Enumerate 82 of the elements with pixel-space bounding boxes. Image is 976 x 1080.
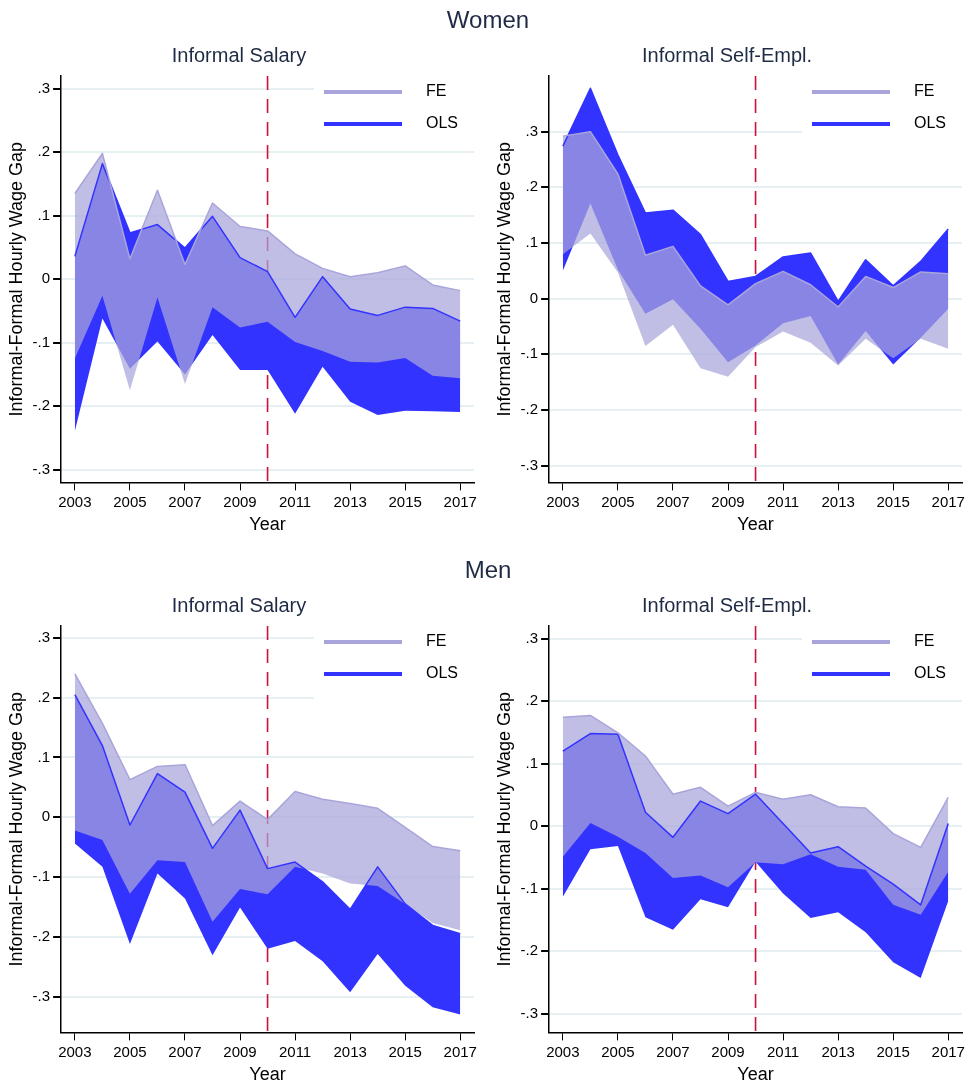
y-tick-label: .2 bbox=[37, 142, 51, 160]
y-tick-label: -.2 bbox=[520, 941, 539, 959]
y-tick-label: .3 bbox=[37, 78, 51, 96]
x-axis-title: Year bbox=[737, 514, 774, 535]
y-tick-label: .3 bbox=[525, 628, 539, 646]
x-tick-label: 2003 bbox=[58, 1042, 92, 1060]
y-tick-label: -.2 bbox=[32, 926, 51, 944]
x-tick-label: 2017 bbox=[443, 1042, 477, 1060]
chart-title: Informal Self-Empl. bbox=[641, 43, 813, 66]
y-tick-label: .2 bbox=[525, 177, 539, 195]
x-tick-label: 2009 bbox=[711, 1042, 745, 1060]
y-tick-label: .3 bbox=[525, 121, 539, 139]
x-tick-label: 2007 bbox=[168, 492, 202, 510]
y-tick-label: 0 bbox=[41, 807, 51, 825]
y-tick-label: .1 bbox=[525, 233, 539, 251]
y-tick-label: .3 bbox=[37, 628, 51, 646]
y-tick-label: -.2 bbox=[32, 396, 51, 414]
legend-label: FE bbox=[914, 82, 935, 100]
legend-label: OLS bbox=[914, 114, 947, 132]
x-tick-label: 2011 bbox=[278, 1042, 312, 1060]
x-tick-label: 2015 bbox=[388, 492, 422, 510]
y-tick-label: .1 bbox=[525, 753, 539, 771]
y-tick-label: -.3 bbox=[520, 1003, 539, 1021]
x-tick-label: 2017 bbox=[931, 492, 965, 510]
legend-label: FE bbox=[426, 82, 447, 100]
x-tick-label: 2013 bbox=[821, 1042, 855, 1060]
y-tick-label: -.1 bbox=[520, 344, 539, 362]
x-tick-label: 2015 bbox=[876, 1042, 910, 1060]
x-tick-label: 2015 bbox=[876, 492, 910, 510]
x-tick-label: 2007 bbox=[656, 1042, 690, 1060]
x-tick-label: 2011 bbox=[278, 492, 312, 510]
y-tick-label: -.1 bbox=[32, 332, 51, 350]
y-axis-title: Informal-Formal Hourly Wage Gap bbox=[5, 691, 26, 967]
y-tick-label: 0 bbox=[41, 269, 51, 287]
legend-label: OLS bbox=[426, 664, 459, 682]
x-axis-title: Year bbox=[249, 514, 286, 535]
x-tick-label: 2007 bbox=[656, 492, 690, 510]
y-tick-label: .1 bbox=[37, 747, 51, 765]
y-tick-label: .2 bbox=[525, 691, 539, 709]
x-tick-label: 2011 bbox=[766, 492, 800, 510]
x-tick-label: 2005 bbox=[113, 492, 147, 510]
y-tick-label: -.3 bbox=[32, 459, 51, 477]
x-tick-label: 2017 bbox=[443, 492, 477, 510]
x-tick-label: 2011 bbox=[766, 1042, 800, 1060]
x-tick-label: 2013 bbox=[333, 492, 367, 510]
x-tick-label: 2009 bbox=[223, 1042, 257, 1060]
x-tick-label: 2007 bbox=[168, 1042, 202, 1060]
y-tick-label: -.3 bbox=[32, 986, 51, 1004]
y-tick-label: 0 bbox=[529, 816, 539, 834]
x-tick-label: 2005 bbox=[601, 1042, 635, 1060]
y-tick-label: -.2 bbox=[520, 400, 539, 418]
text: Women bbox=[445, 6, 531, 34]
text: Men bbox=[463, 556, 513, 584]
x-tick-label: 2003 bbox=[546, 1042, 580, 1060]
x-tick-label: 2003 bbox=[58, 492, 92, 510]
y-tick-label: -.3 bbox=[520, 455, 539, 473]
chart-title: Informal Salary bbox=[171, 593, 307, 616]
x-axis-title: Year bbox=[737, 1064, 774, 1080]
legend-label: OLS bbox=[426, 114, 459, 132]
legend-label: OLS bbox=[914, 664, 947, 682]
y-axis-title: Informal-Formal Hourly Wage Gap bbox=[5, 141, 26, 417]
chart-title: Informal Salary bbox=[171, 43, 307, 66]
legend-label: FE bbox=[914, 632, 935, 650]
y-tick-label: .2 bbox=[37, 687, 51, 705]
x-tick-label: 2009 bbox=[711, 492, 745, 510]
x-tick-label: 2015 bbox=[388, 1042, 422, 1060]
legend-label: FE bbox=[426, 632, 447, 650]
y-axis-title: Informal-Formal Hourly Wage Gap bbox=[493, 141, 514, 417]
x-tick-label: 2013 bbox=[333, 1042, 367, 1060]
x-tick-label: 2005 bbox=[601, 492, 635, 510]
y-tick-label: 0 bbox=[529, 288, 539, 306]
x-tick-label: 2017 bbox=[931, 1042, 965, 1060]
y-tick-label: .1 bbox=[37, 205, 51, 223]
x-tick-label: 2003 bbox=[546, 492, 580, 510]
chart-title: Informal Self-Empl. bbox=[641, 593, 813, 616]
y-axis-title: Informal-Formal Hourly Wage Gap bbox=[493, 691, 514, 967]
x-tick-label: 2013 bbox=[821, 492, 855, 510]
x-tick-label: 2009 bbox=[223, 492, 257, 510]
x-axis-title: Year bbox=[249, 1064, 286, 1080]
y-tick-label: -.1 bbox=[32, 867, 51, 885]
y-tick-label: -.1 bbox=[520, 878, 539, 896]
x-tick-label: 2005 bbox=[113, 1042, 147, 1060]
